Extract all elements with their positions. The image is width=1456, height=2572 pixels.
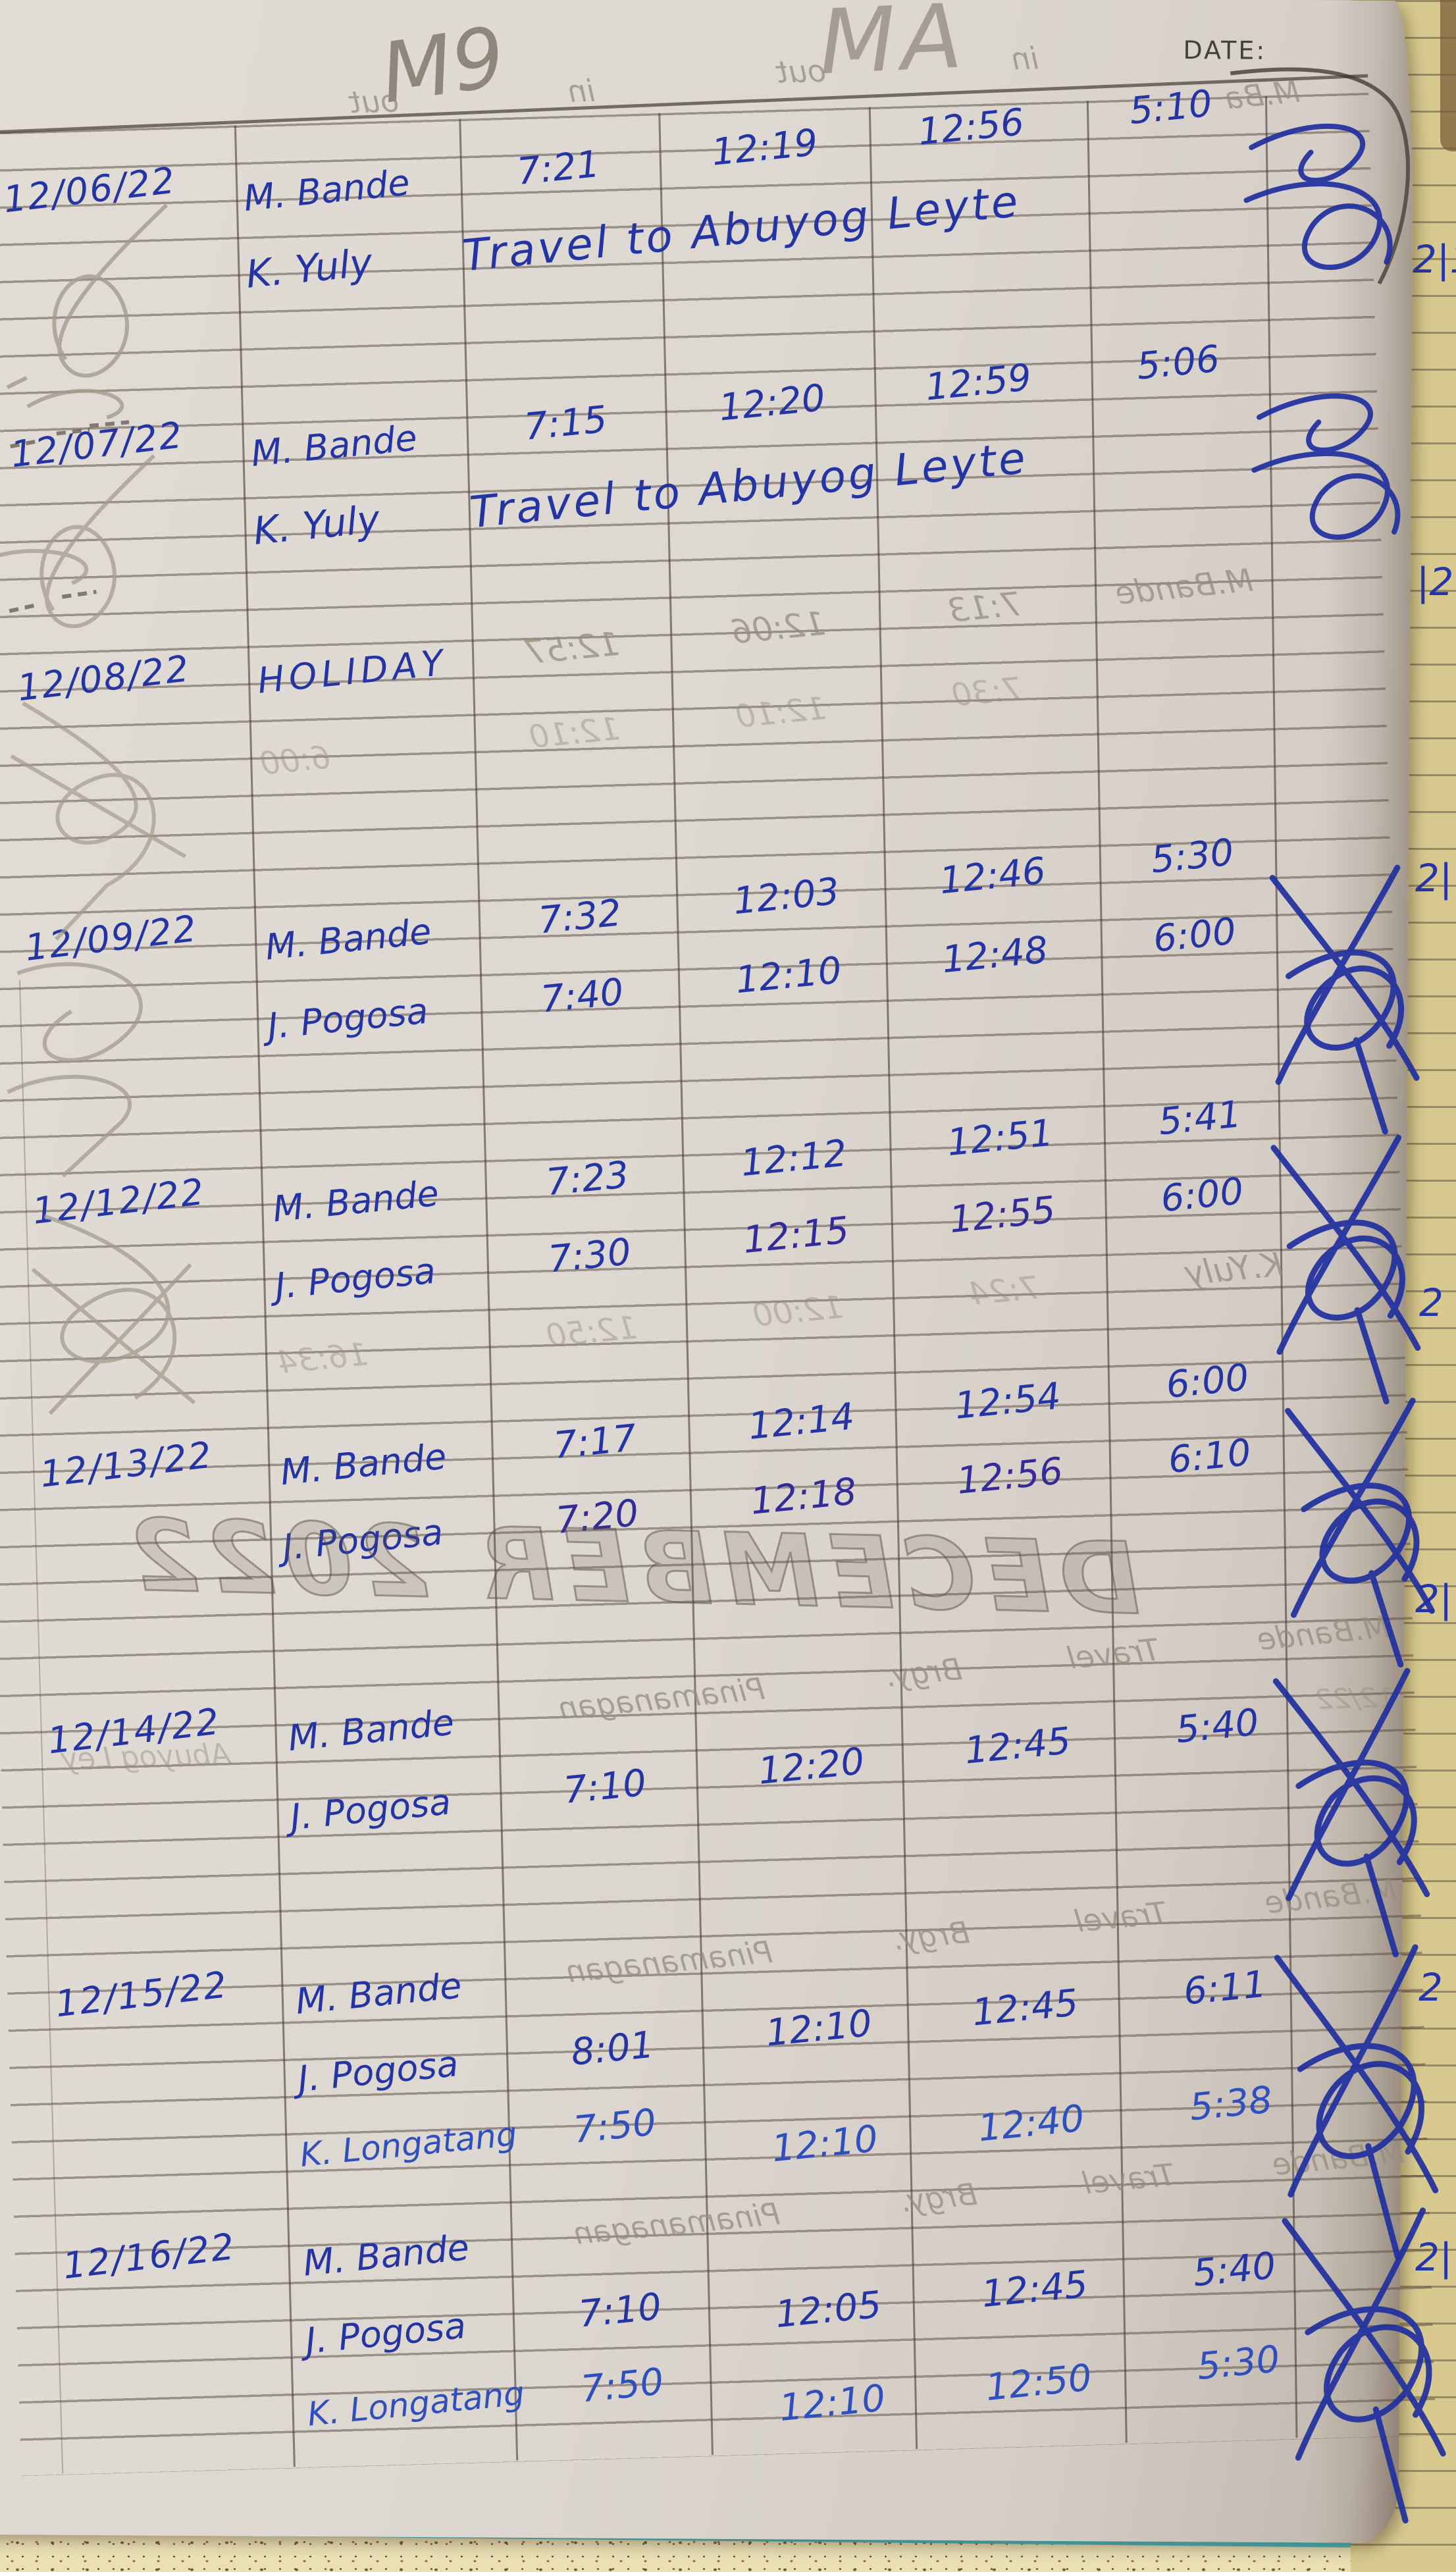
ghost-time: 6:00 xyxy=(258,739,333,783)
signature-scribble xyxy=(1270,1134,1421,1405)
signature-scribble xyxy=(1269,864,1420,1135)
pencil-scribble xyxy=(6,203,169,420)
signature-scribble xyxy=(1285,1398,1435,1667)
pencil-scribble xyxy=(7,962,143,1178)
ghost-column-label: out xyxy=(776,53,827,90)
ghost-time: 7:24 xyxy=(967,1269,1042,1313)
signature-scribble xyxy=(1243,123,1393,271)
ghost-column-label: in xyxy=(567,72,596,109)
time-out-noon: 12:05 xyxy=(773,2283,883,2337)
ghost-month-heading: DECEMBER 2022 xyxy=(120,1498,1143,1638)
pencil-scribble xyxy=(10,701,187,941)
signature-scribble xyxy=(1274,1944,1439,2261)
signature-scribble xyxy=(1251,393,1401,540)
pencil-scribble xyxy=(31,1214,196,1415)
edge-text-fragment: 2| xyxy=(1415,1577,1453,1621)
binding-edge xyxy=(1440,0,1456,151)
date-underline-curve xyxy=(1230,67,1411,285)
ghost-margin-note: Abuyog Ley xyxy=(60,1737,231,1777)
signature-scribble xyxy=(1272,1667,1430,1958)
pencil-scribble xyxy=(0,454,156,629)
ghost-travel-note: Brgy. xyxy=(890,1914,972,1958)
ghost-travel-note: Brgy. xyxy=(898,2176,979,2220)
edge-text-fragment: 2|1 xyxy=(1413,237,1456,282)
time-in-pm: 12:45 xyxy=(979,2263,1090,2317)
ghost-time: 16:34 xyxy=(275,1335,370,1382)
ghost-time: 7:13 xyxy=(946,585,1024,631)
edge-text-fragment: |2 xyxy=(1417,560,1454,604)
ghost-column-label: out xyxy=(349,83,400,120)
ghost-time: 7:30 xyxy=(950,670,1025,714)
ghost-travel-note: Brgy. xyxy=(883,1651,964,1694)
ghost-column-label: in xyxy=(1010,40,1039,77)
edge-text-fragment: 2 xyxy=(1419,1280,1443,1325)
edge-text-fragment: 2| xyxy=(1415,856,1453,901)
signature-scribble xyxy=(1282,2207,1446,2524)
